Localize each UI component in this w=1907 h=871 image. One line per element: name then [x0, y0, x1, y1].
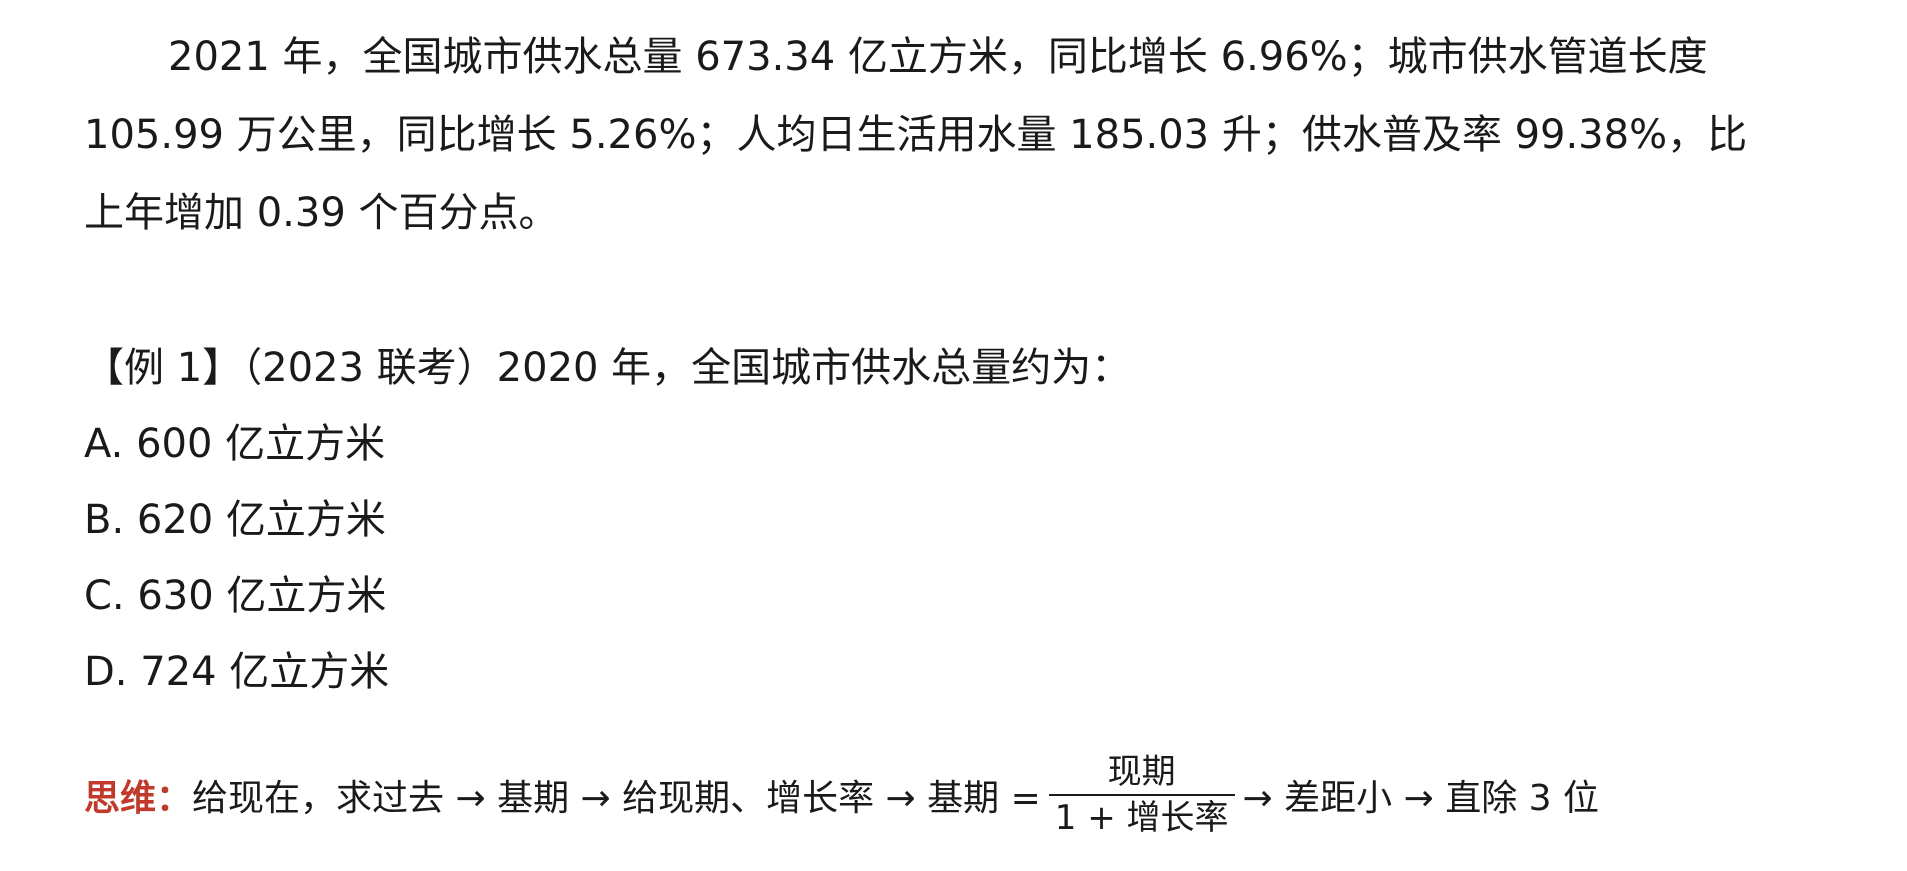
material-paragraph: 2021 年，全国城市供水总量 673.34 亿立方米，同比增长 6.96%；城… — [84, 18, 1844, 252]
fraction-bar — [1048, 794, 1235, 796]
question-block: 【例 1】（2023 联考）2020 年，全国城市供水总量约为： A. 600 … — [84, 330, 1131, 710]
thinking-label: 思维： — [84, 778, 193, 819]
fraction-denominator: 1 + 增长率 — [1054, 798, 1229, 838]
option-b: B. 620 亿立方米 — [84, 497, 386, 543]
fraction-numerator: 现期 — [1107, 752, 1176, 792]
paragraph-line: 上年增加 0.39 个百分点。 — [84, 190, 559, 236]
thinking-text-after: → 差距小 → 直除 3 位 — [1242, 778, 1599, 819]
thinking-text-before: 给现在，求过去 → 基期 → 给现期、增长率 → 基期 = — [192, 778, 1041, 819]
thinking-line: 思维： 给现在，求过去 → 基期 → 给现期、增长率 → 基期 = 现期 1 +… — [84, 740, 1599, 850]
option-a: A. 600 亿立方米 — [84, 421, 386, 467]
paragraph-line: 2021 年，全国城市供水总量 673.34 亿立方米，同比增长 6.96%；城… — [168, 34, 1708, 80]
formula-fraction: 现期 1 + 增长率 — [1048, 750, 1235, 840]
question-stem: 【例 1】（2023 联考）2020 年，全国城市供水总量约为： — [84, 345, 1132, 391]
option-d: D. 724 亿立方米 — [84, 649, 390, 695]
option-c: C. 630 亿立方米 — [84, 573, 387, 619]
paragraph-line: 105.99 万公里，同比增长 5.26%；人均日生活用水量 185.03 升；… — [84, 112, 1748, 158]
